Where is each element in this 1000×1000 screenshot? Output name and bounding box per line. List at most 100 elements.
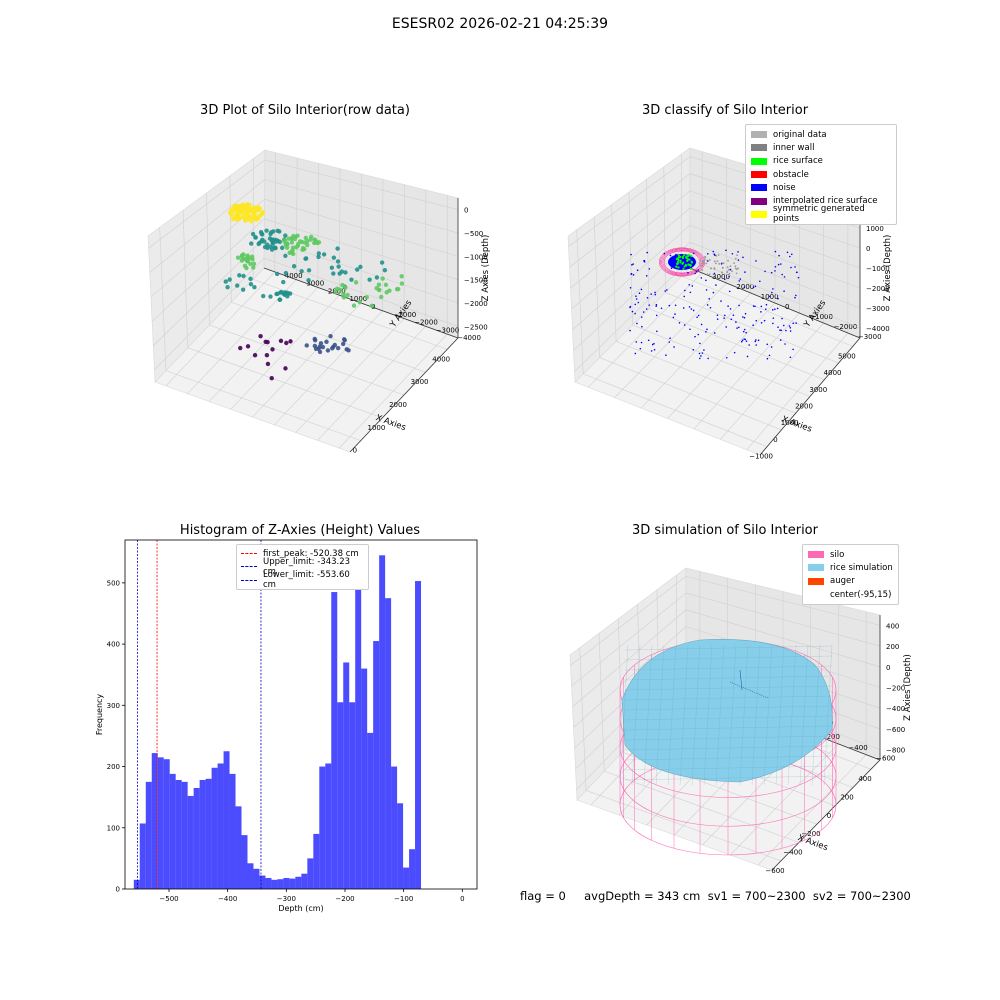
raw-data-point [342, 337, 347, 343]
raw-data-point [304, 343, 309, 348]
classify-noise-point [673, 346, 675, 348]
raw-data-point [245, 202, 250, 207]
raw-data-point [264, 352, 270, 358]
histogram-y-label: Frequency [95, 694, 104, 736]
classify-rice-point [677, 256, 680, 259]
raw-data-point [277, 239, 282, 244]
raw-data-point [289, 250, 294, 255]
raw-data-point [376, 282, 382, 287]
classify-noise-point [770, 271, 773, 274]
classify-original-point [728, 272, 731, 275]
histogram-bar [271, 879, 278, 889]
classify-y-gridline [720, 322, 824, 440]
classify-noise-point [732, 314, 735, 316]
classify-rice-point [681, 255, 685, 258]
raw-data-point [284, 245, 290, 250]
raw-data-point [268, 294, 273, 299]
classify-noise-point [745, 331, 747, 334]
classify-y-tick-label: 0 [785, 303, 789, 311]
classify-original-point [704, 256, 707, 259]
classify-original-point [703, 258, 706, 261]
raw-data-point [275, 228, 280, 233]
classify-x-tick-label: 3000 [809, 386, 827, 394]
histogram-bar [181, 781, 188, 889]
raw-data-point [250, 231, 256, 237]
histogram-bar [205, 778, 212, 889]
classify-legend-entry: noise [751, 181, 891, 194]
classify-noise-point [729, 268, 732, 271]
legend-label: noise [773, 182, 796, 193]
classify-z-gridline [574, 259, 691, 372]
raw-data-point [369, 303, 375, 309]
legend-label: Lower_limit: -553.60 cm [263, 570, 350, 591]
classify-noise-point [781, 273, 783, 276]
raw-data-point [225, 284, 230, 290]
classify-noise-point [727, 305, 729, 307]
rice-mesh-line [691, 644, 701, 786]
raw-data-point [248, 276, 253, 282]
sim-z-axis-label: Z Axies (Depth) [903, 654, 913, 721]
classify-noise-point [703, 349, 705, 351]
classify-noise-point [771, 309, 774, 311]
classify-y-tick-label: 2000 [736, 283, 754, 291]
rice-mesh-line [751, 644, 761, 786]
histogram-bar [193, 787, 200, 889]
histogram-bar [385, 598, 392, 889]
histogram-bar [343, 662, 350, 889]
classify-noise-point [774, 270, 776, 272]
classify-y-tick-label: −3000 [858, 333, 882, 341]
classify-noise-point [636, 269, 639, 272]
classify-wall-ring [662, 249, 702, 275]
classify-noise-point [712, 291, 715, 294]
classify-rice-point [677, 254, 680, 257]
classify-z-tick-label: 0 [866, 245, 870, 253]
histogram-legend-entry: Lower_limit: -553.60 cm [241, 570, 364, 590]
histogram-bar [265, 877, 272, 889]
histogram-bar [409, 849, 416, 889]
classify-noise-point [630, 253, 632, 256]
classify-noise-point [645, 275, 648, 277]
rice-mesh-line [624, 765, 833, 771]
classify-rice-point [683, 254, 686, 257]
rice-mesh-line [624, 685, 833, 691]
classify-noise-point [706, 252, 709, 255]
histogram-x-label: Depth (cm) [278, 904, 323, 913]
classify-rice-blob [668, 254, 696, 270]
legend-label: auger [830, 576, 855, 587]
classify-noise-point [629, 329, 631, 332]
classify-noise-point [653, 348, 656, 351]
classify-noise-point [650, 350, 653, 352]
raw-data-point [318, 341, 324, 346]
raw-data-point [379, 294, 384, 300]
classify-noise-point [729, 308, 732, 310]
raw-z-tick-label: 0 [464, 207, 468, 215]
classify-original-point [722, 262, 725, 265]
classify-noise-point [634, 312, 636, 315]
classify-noise-point [774, 250, 777, 253]
classify-z-gridline [568, 156, 691, 247]
legend-swatch [751, 197, 767, 205]
classify-noise-point [692, 348, 695, 351]
raw-data-point [269, 376, 274, 381]
classify-noise-point [763, 319, 766, 322]
classify-noise-point [789, 330, 792, 332]
raw-y-gridline [317, 163, 319, 288]
classify-noise-point [748, 344, 750, 346]
raw-z-tick-label: −1500 [464, 277, 488, 285]
classify-original-point [715, 254, 718, 257]
classify-noise-point [655, 305, 658, 307]
classify-noise-point [741, 339, 744, 342]
sim-z-gridline [570, 576, 687, 666]
classify-y-gridline [614, 282, 727, 398]
classify-noise-point [700, 323, 703, 326]
classify-noise-point [674, 313, 676, 315]
classify-noise-point [792, 322, 795, 325]
raw-data-point [299, 269, 304, 274]
classify-rice-point [690, 261, 694, 264]
raw-data-point [289, 240, 295, 245]
raw-data-point [248, 281, 254, 287]
legend-swatch [751, 157, 767, 165]
classify-noise-point [779, 329, 781, 331]
classify-wall-ring [658, 247, 706, 277]
rice-mesh-line [823, 644, 833, 786]
